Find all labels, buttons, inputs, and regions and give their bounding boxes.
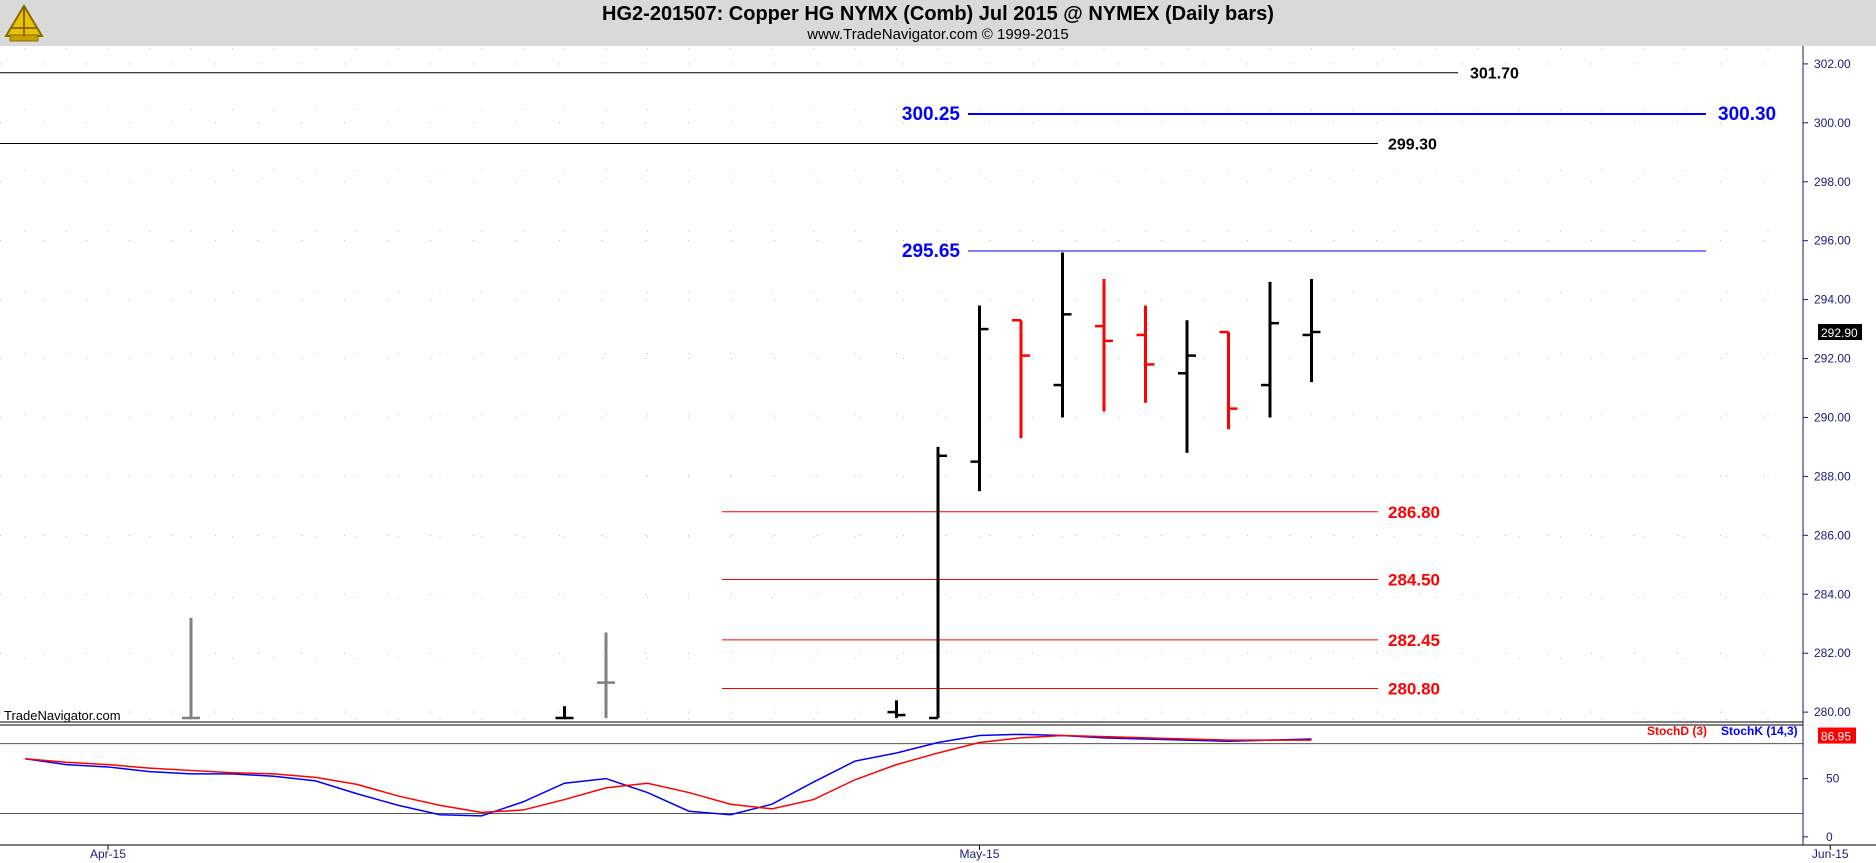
price-grid: [0, 48, 1803, 720]
y-tick-label: 282.00: [1814, 646, 1851, 660]
y-tick-label: 294.00: [1814, 293, 1851, 307]
ohlc-bar: [887, 700, 906, 718]
price-y-axis: 280.00 282.00 284.00 286.00 288.00 290.00 292.…: [1803, 57, 1862, 719]
level-label: 301.70: [1470, 66, 1519, 83]
watermark: TradeNavigator.com: [4, 708, 121, 723]
y-tick-label: 280.00: [1814, 705, 1851, 719]
ohlc-bar: [929, 446, 947, 720]
stochastic-y-axis: 0 50 86.95: [1803, 727, 1856, 844]
y-tick-label: 290.00: [1814, 410, 1851, 424]
ohlc-bar: [1219, 330, 1238, 430]
y-tick-label: 292.00: [1814, 352, 1851, 366]
y-tick-label: 296.00: [1814, 234, 1851, 248]
stochastic-legend: StochD (3) StochK (14,3): [1647, 724, 1798, 738]
level-label: 280.80: [1388, 680, 1440, 699]
chart-frame: [0, 46, 1876, 846]
ohlc-bar: [597, 632, 615, 718]
stoch-line: [24, 734, 1312, 814]
ohlc-bar: [1136, 305, 1155, 403]
ohlc-bar: [1095, 278, 1113, 412]
chart-title: HG2-201507: Copper HG NYMX (Comb) Jul 20…: [602, 3, 1274, 25]
ohlc-bar: [1178, 320, 1196, 453]
sextant-logo-icon: [4, 4, 44, 42]
level-label-left: 300.25: [902, 104, 961, 125]
stoch-last-value-marker: [1818, 727, 1856, 744]
stoch-y-tick-label: 50: [1826, 772, 1840, 786]
level-label: 300.30: [1718, 104, 1776, 125]
level-label: 284.50: [1388, 571, 1440, 590]
level-label: 282.45: [1388, 631, 1440, 650]
y-tick-label: 284.00: [1814, 587, 1851, 601]
ohlc-bar: [1053, 252, 1072, 418]
ohlc-bar: [1012, 318, 1030, 439]
price-bars: [182, 252, 1321, 720]
ohlc-bar: [182, 617, 200, 720]
stoch-last-value-label: 86.95: [1821, 730, 1851, 744]
stoch-y-tick-label: 0: [1826, 830, 1833, 844]
stochastic-lines: [24, 733, 1312, 817]
last-price-label: 292.90: [1821, 326, 1858, 340]
last-price-marker: [1818, 324, 1862, 341]
level-label: 299.30: [1388, 136, 1437, 153]
level-label: 286.80: [1388, 503, 1440, 522]
date-x-axis: Apr-15 May-15 Jun-15: [90, 845, 1849, 861]
chart-subtitle: www.TradeNavigator.com © 1999-2015: [807, 26, 1069, 43]
y-tick-label: 286.00: [1814, 528, 1851, 542]
ohlc-bar: [1302, 278, 1321, 383]
stoch-legend-entry: StochK (14,3): [1721, 724, 1798, 738]
x-tick-label: Jun-15: [1812, 847, 1849, 861]
chart-header: HG2-201507: Copper HG NYMX (Comb) Jul 20…: [0, 0, 1876, 46]
stoch-grid: [0, 743, 1803, 815]
y-tick-label: 288.00: [1814, 469, 1851, 483]
x-tick-label: Apr-15: [90, 847, 126, 861]
ohlc-bar: [555, 706, 574, 720]
y-tick-label: 298.00: [1814, 175, 1851, 189]
x-tick-label: May-15: [959, 847, 999, 861]
ohlc-bar: [1261, 281, 1279, 418]
level-label: 295.65: [902, 241, 961, 262]
y-tick-label: 300.00: [1814, 116, 1851, 130]
support-resistance-levels: 301.70 300.30 300.25 299.30 295.65 286.80 284.…: [0, 66, 1776, 699]
ohlc-bar: [970, 305, 989, 492]
stoch-legend-entry: StochD (3): [1647, 724, 1707, 738]
y-tick-label: 302.00: [1814, 57, 1851, 71]
stoch-line: [24, 733, 1312, 817]
